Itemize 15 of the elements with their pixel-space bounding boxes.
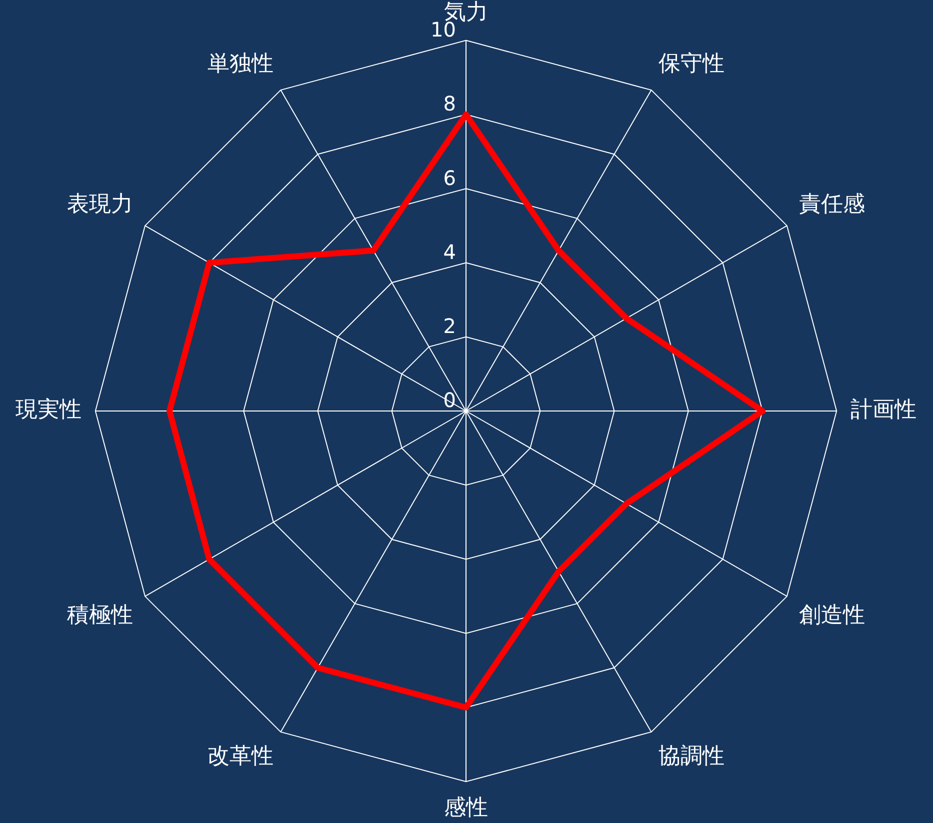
spoke-label: 責任感 (799, 192, 866, 218)
y-tick-label: 4 (443, 240, 456, 264)
spoke-label: 創造性 (799, 603, 866, 628)
spoke-label: 感性 (444, 796, 488, 821)
spoke-label: 計画性 (850, 398, 917, 423)
spoke-label: 改革性 (208, 744, 274, 769)
spoke-label: 積極性 (66, 603, 133, 628)
spoke-label: 協調性 (658, 744, 724, 769)
spoke-label: 保守性 (658, 51, 724, 76)
spoke-label: 現実性 (15, 398, 82, 423)
y-tick-label: 2 (443, 314, 456, 338)
y-tick-label: 8 (443, 92, 456, 116)
y-tick-label: 6 (443, 166, 456, 190)
spoke-label: 表現力 (66, 192, 133, 218)
spoke-label: 単独性 (208, 51, 274, 76)
